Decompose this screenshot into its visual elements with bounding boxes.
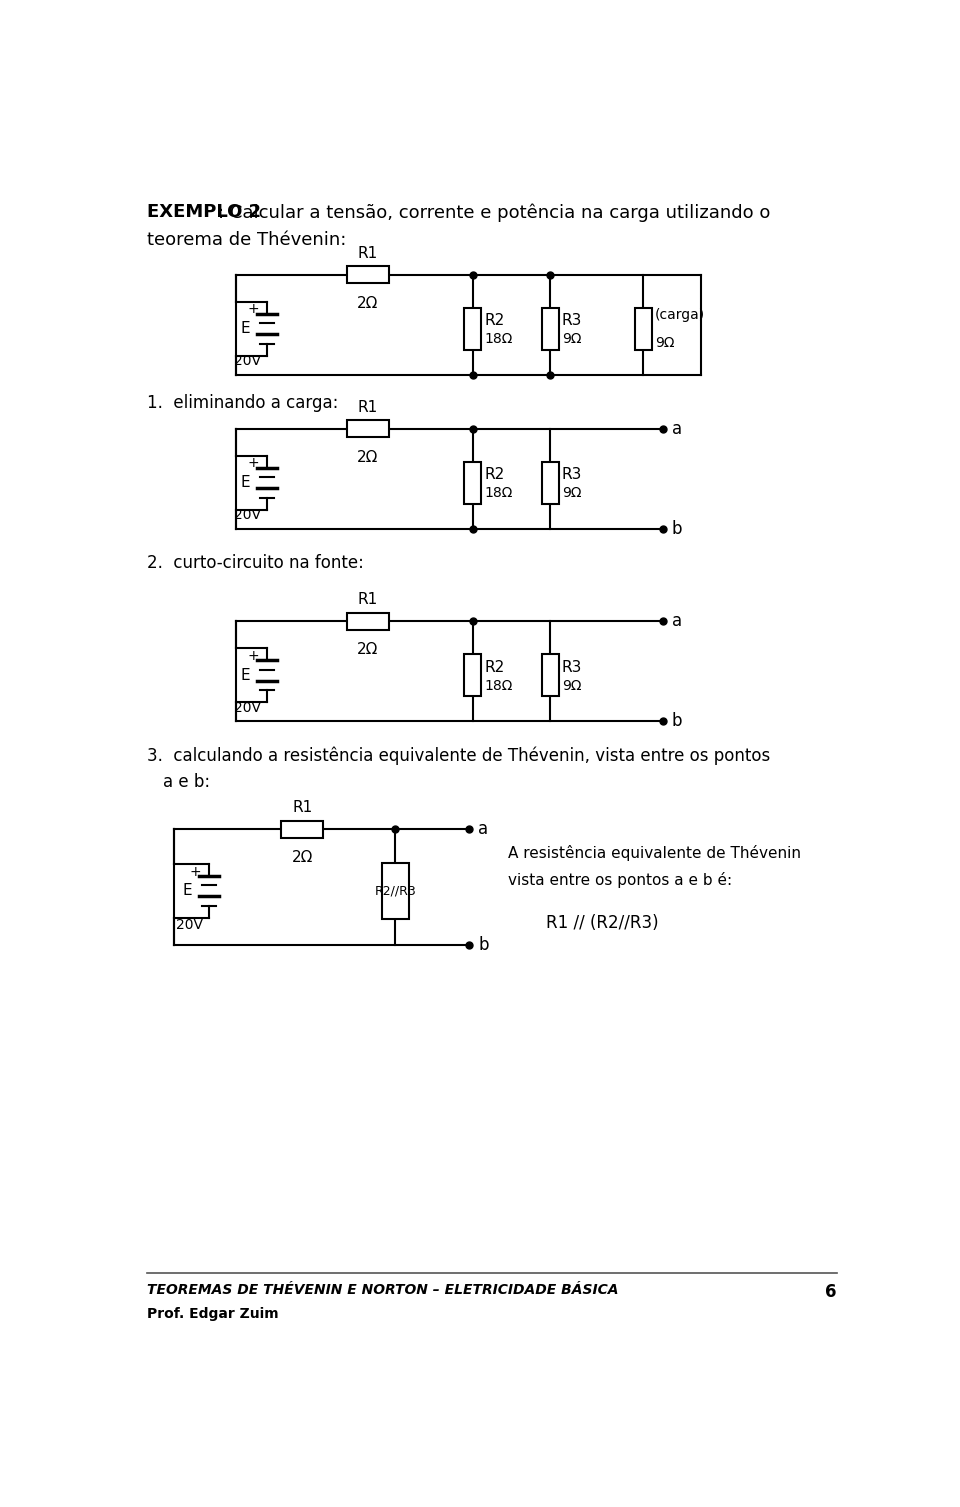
Text: 6: 6 — [826, 1282, 837, 1301]
Text: 2Ω: 2Ω — [357, 642, 378, 657]
Text: teorema de Thévenin:: teorema de Thévenin: — [147, 231, 347, 249]
Text: R1: R1 — [358, 246, 378, 261]
Text: R2//R3: R2//R3 — [374, 885, 416, 897]
Bar — [541, 307, 559, 350]
Text: 18Ω: 18Ω — [484, 487, 513, 500]
Text: a: a — [478, 820, 489, 838]
Text: +: + — [189, 865, 201, 879]
Text: 2Ω: 2Ω — [357, 449, 378, 464]
Text: R3: R3 — [562, 313, 582, 329]
Text: A resistência equivalente de Thévenin: A resistência equivalente de Thévenin — [508, 844, 801, 860]
Bar — [464, 461, 481, 503]
Text: 20V: 20V — [234, 701, 261, 714]
Text: 18Ω: 18Ω — [484, 333, 513, 347]
Text: 9Ω: 9Ω — [655, 336, 674, 350]
Text: 2Ω: 2Ω — [292, 850, 313, 865]
Text: 9Ω: 9Ω — [562, 333, 581, 347]
Text: E: E — [182, 883, 192, 898]
Text: 2Ω: 2Ω — [357, 295, 378, 310]
Text: TEOREMAS DE THÉVENIN E NORTON – ELETRICIDADE BÁSICA: TEOREMAS DE THÉVENIN E NORTON – ELETRICI… — [147, 1282, 618, 1296]
Text: a: a — [672, 612, 682, 630]
Text: EXEMPLO 2: EXEMPLO 2 — [147, 203, 261, 222]
Text: b: b — [672, 520, 683, 538]
Text: +: + — [248, 457, 259, 470]
Text: R2: R2 — [484, 467, 505, 482]
Text: +: + — [248, 303, 259, 316]
Text: 2.  curto-circuito na fonte:: 2. curto-circuito na fonte: — [147, 555, 364, 573]
Text: vista entre os pontos a e b é:: vista entre os pontos a e b é: — [508, 871, 732, 888]
Bar — [347, 613, 390, 630]
Text: 20V: 20V — [177, 918, 204, 933]
Text: R2: R2 — [484, 660, 505, 675]
Text: 1.  eliminando a carga:: 1. eliminando a carga: — [147, 395, 339, 411]
Bar — [347, 267, 390, 283]
Text: R3: R3 — [562, 660, 582, 675]
Bar — [635, 307, 652, 350]
Text: : Calcular a tensão, corrente e potência na carga utilizando o: : Calcular a tensão, corrente e potência… — [219, 203, 771, 222]
Bar — [381, 864, 409, 918]
Text: E: E — [241, 475, 251, 490]
Text: a: a — [672, 420, 682, 437]
Text: E: E — [241, 668, 251, 683]
Text: 20V: 20V — [234, 508, 261, 521]
Text: R1: R1 — [358, 592, 378, 607]
Text: b: b — [672, 713, 683, 731]
Text: a e b:: a e b: — [162, 773, 209, 791]
Text: 18Ω: 18Ω — [484, 680, 513, 693]
Bar — [281, 821, 324, 838]
Text: E: E — [241, 321, 251, 336]
Text: R3: R3 — [562, 467, 582, 482]
Text: R1: R1 — [292, 800, 312, 815]
Bar — [347, 420, 390, 437]
Text: Prof. Edgar Zuim: Prof. Edgar Zuim — [147, 1308, 278, 1322]
Bar — [464, 654, 481, 696]
Text: R1: R1 — [358, 399, 378, 414]
Text: R2: R2 — [484, 313, 505, 329]
Text: 9Ω: 9Ω — [562, 487, 581, 500]
Text: +: + — [248, 650, 259, 663]
Text: 3.  calculando a resistência equivalente de Thévenin, vista entre os pontos: 3. calculando a resistência equivalente … — [147, 747, 770, 766]
Text: b: b — [478, 936, 489, 954]
Bar — [464, 307, 481, 350]
Text: (carga): (carga) — [655, 307, 705, 322]
Bar — [541, 654, 559, 696]
Text: R1 // (R2//R3): R1 // (R2//R3) — [546, 913, 659, 931]
Text: 20V: 20V — [234, 354, 261, 368]
Bar — [541, 461, 559, 503]
Text: 9Ω: 9Ω — [562, 680, 581, 693]
